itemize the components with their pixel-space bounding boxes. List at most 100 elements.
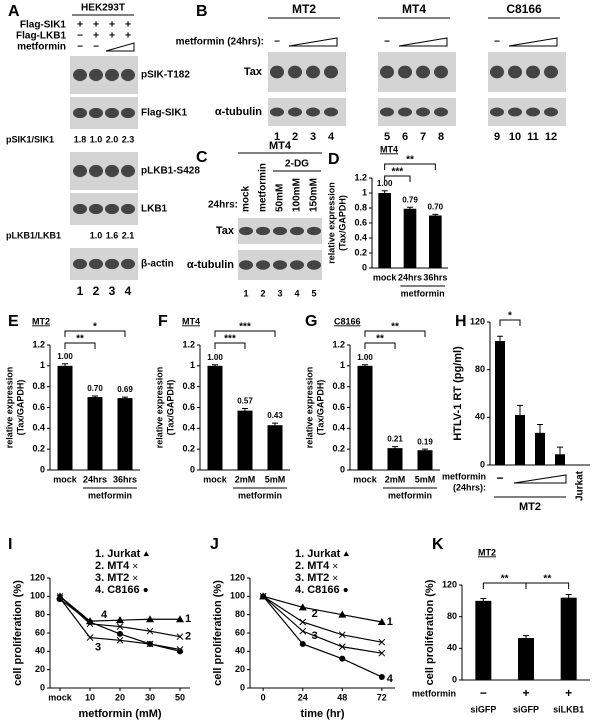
data-label: 0.43 [267,411,283,420]
x-tick-label: siGFP [513,704,539,714]
blot-band [239,226,253,236]
ratio-value: 1.0 [90,134,103,144]
lane-number: 4 [294,288,299,298]
panel-letter: K [432,536,444,553]
condition-label: Flag-LKB1 [16,31,66,42]
y-tick-label: 0.4 [354,232,367,242]
data-label: 0.70 [87,384,103,393]
panel-letter: G [305,313,317,330]
lane-number: 8 [438,131,444,143]
error-bar [272,422,278,428]
y-tick-label: 120 [230,572,245,582]
data-point [298,603,307,611]
blot-band [89,258,103,270]
series-label: 1 [387,616,393,628]
series-line [263,595,382,623]
data-point [116,636,124,644]
bar [237,410,253,470]
y-tick-label: 1 [40,360,45,370]
blot-band [380,65,394,79]
y-tick-label: 40 [475,412,485,422]
significance-bracket [384,175,411,182]
blot-band [380,107,394,117]
condition-label: metformin [17,42,66,53]
chart-title: C8166 [334,316,361,326]
data-point [57,596,63,603]
y-tick-label: 80 [35,609,45,619]
blot-band [89,68,103,82]
legend-marker [143,587,148,593]
y-tick-label: 0.4 [32,423,45,433]
significance-bracket [384,163,436,170]
condition-mark: + [109,20,115,31]
x-tick-label: Jurkat [575,470,586,501]
blot-title: MT4 [269,140,292,152]
chart-title: MT2 [32,316,50,326]
lane-number: 10 [509,131,521,143]
blot-band [324,107,338,117]
bar [387,448,403,470]
data-point [299,618,307,626]
y-tick-label: 0.2 [332,444,345,454]
legend-label: 3. MT2 [95,572,129,584]
blot-band [89,164,103,178]
y-tick-label: 0 [452,674,457,684]
lane-number: 1 [243,288,248,298]
series-label: 3 [95,641,101,653]
condition-label: 100mM [292,178,303,212]
ratio-value: 2.1 [122,230,135,240]
blot-band [73,258,87,270]
condition-mark: − [494,37,500,48]
blot-band [121,258,135,270]
bar [515,414,525,465]
blot-band [105,203,119,215]
data-label: 1.00 [377,179,393,188]
y-tick-label: 0.6 [332,402,345,412]
significance-bracket [64,330,126,337]
data-point [377,618,386,625]
y-tick-label: 0.8 [182,381,195,391]
condition-label: metformin (24hrs): [176,37,264,48]
significance-label: * [93,322,97,333]
panel-letter: H [455,313,467,330]
data-label: 0.57 [237,397,253,406]
data-point [146,627,154,635]
significance-label: * [508,311,512,322]
significance-label: *** [391,167,403,178]
blot-band [490,107,504,117]
bar [207,365,223,470]
condition-mark: + [125,20,131,31]
data-point [299,641,306,647]
lane-number: 6 [402,131,408,143]
condition-label: 24hrs: [208,200,238,211]
data-label: 1.00 [357,353,373,362]
x-tick-label: mock [53,474,78,484]
bar [518,638,534,680]
lane-number: 12 [545,131,557,143]
legend-marker [143,551,150,557]
blot-band [105,164,119,178]
y-tick-label: 0 [340,464,345,474]
y-tick-label: 60 [235,627,245,637]
y-tick-label: 0 [480,459,485,469]
ratio-value: 1.0 [90,230,103,240]
lane-number: 2 [260,288,265,298]
group-label: MT4 [402,2,426,16]
row-label: Flag-SIK1 [141,108,188,119]
blot-band [526,107,540,117]
ratio-value: 1.6 [106,230,119,240]
blot-band [306,107,320,117]
data-point [378,649,386,657]
blot-band [273,260,287,270]
x-tick-label: 24hrs [83,474,107,484]
blot-band [398,107,412,117]
blot-band [273,226,287,236]
condition-label: metformin [442,471,486,481]
y-axis-label: (Tax/GAPDH) [165,380,175,436]
legend-marker [332,563,338,569]
blot-band [508,65,522,79]
condition-label: 150mM [309,178,320,212]
blot-band [290,260,304,270]
y-tick-label: 1 [190,360,195,370]
x-axis-label: time (hr) [301,708,345,720]
